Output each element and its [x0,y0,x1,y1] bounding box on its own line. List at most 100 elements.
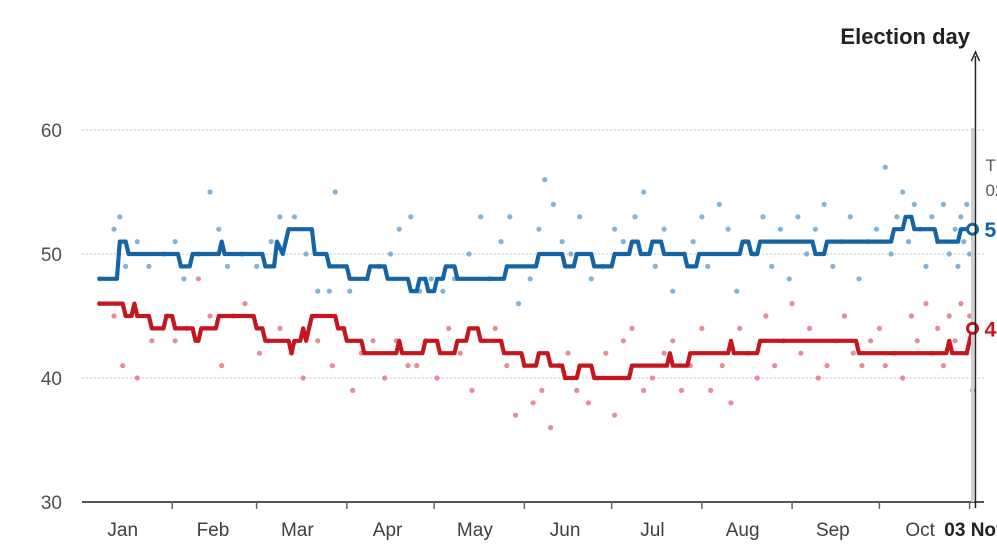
poll-dot [786,276,792,282]
poll-dot [632,214,638,220]
poll-dot [539,387,545,393]
poll-dot [804,251,810,257]
poll-dot [207,189,213,195]
poll-dot [446,325,452,331]
poll-dot [737,325,743,331]
x-tick-label: Apr [373,520,403,541]
poll-dot [149,338,155,344]
election-day-label: Election day [840,24,970,49]
poll-dot [795,214,801,220]
trend-lines [97,214,975,381]
poll-dot [859,363,865,369]
poll-dot [641,189,647,195]
poll-dot [440,288,446,294]
poll-dot [466,251,472,257]
poll-dot [387,251,394,257]
y-tick-label: 50 [41,245,62,266]
poll-dot [504,363,510,369]
poll-dot [678,387,685,393]
poll-dot [955,263,961,269]
poll-dot [940,201,947,207]
x-tick-label: Aug [726,520,760,541]
poll-dot [611,412,618,418]
poll-dot [527,276,533,282]
poll-dot [277,214,283,220]
poll-dot [661,226,667,232]
election-date-tick-label: 03 Nov [944,520,997,541]
poll-dot [841,313,848,319]
poll-dot [649,375,656,381]
poll-dot [961,239,967,245]
poll-dot [798,350,804,356]
poll-dot [277,325,283,331]
poll-dot [315,288,321,294]
poll-dot [958,301,964,307]
poll-dot [967,313,973,319]
poll-dot [434,375,440,381]
poll-dot [923,263,929,269]
poll-dot [111,313,117,319]
poll-dot [769,263,775,269]
poll-dot [611,226,618,232]
poll-dot [498,239,504,245]
y-axis: 30 40 50 60 [41,121,62,514]
poll-dot [728,400,734,406]
poll-dot [911,201,917,207]
poll-dot [900,189,906,195]
poll-dot [661,350,667,356]
poll-dot [708,387,714,393]
trend-line-red [97,301,975,381]
poll-dot [806,325,813,331]
poll-dot [958,214,964,220]
y-tick-label: 30 [41,493,62,514]
poll-dot [952,226,958,232]
poll-dot [882,363,888,369]
poll-dot [946,313,952,319]
poll-dot [967,251,973,257]
poll-dot [492,325,498,331]
poll-dot [181,276,187,282]
poll-dot [705,263,711,269]
poll-dot [641,387,647,393]
x-tick-label: May [457,520,493,541]
end-label-red: 44% [985,318,997,341]
poll-dot [326,288,332,294]
poll-dot [216,226,222,232]
poll-dot [873,226,880,232]
poll-dot [908,313,915,319]
poll-dot [123,263,129,269]
arrow-up-icon [970,50,981,62]
poll-dot [716,201,722,207]
poll-dot [347,288,353,294]
poll-dot [219,363,225,369]
poll-dot [946,251,952,257]
poll-dot [414,363,420,369]
poll-dot [478,214,484,220]
annotations: 52% 44% TREND 02 Nov Election day 03 Nov [840,24,997,541]
poll-dot [620,239,626,245]
poll-dot [172,239,178,245]
poll-dot [254,263,260,269]
poll-dot [172,338,178,344]
poll-dot [719,363,725,369]
poll-dot [550,201,557,207]
poll-dot [935,325,941,331]
poll-dot [894,214,900,220]
poll-dot [568,251,574,257]
trend-label: TREND [986,156,997,175]
poll-dot [134,375,140,381]
poll-dot [699,214,705,220]
poll-dot [620,338,626,344]
poll-dot [670,288,676,294]
x-tick-label: Feb [197,520,230,541]
x-tick-label: Jun [550,520,581,541]
end-label-blue: 52% [985,219,997,242]
poll-dot [513,412,519,418]
poll-dot [111,226,117,232]
poll-dot [547,425,554,431]
poll-dot [821,201,827,207]
poll-dot [291,214,298,220]
poll-dot [734,288,740,294]
poll-dot [515,301,522,307]
poll-dot [207,313,213,319]
